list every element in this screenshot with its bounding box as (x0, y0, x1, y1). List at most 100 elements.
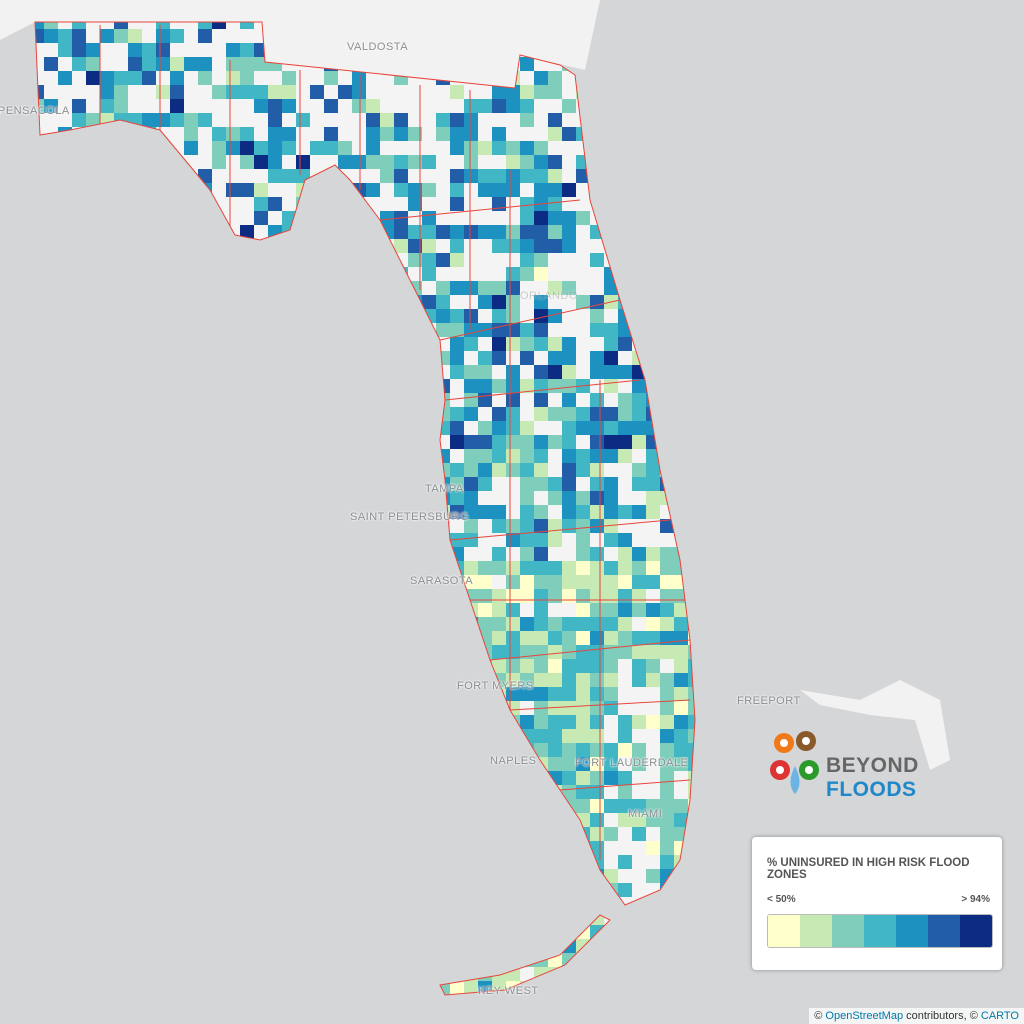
tract-cell[interactable] (310, 827, 325, 842)
tract-cell[interactable] (492, 323, 507, 338)
tract-cell[interactable] (492, 309, 507, 324)
tract-cell[interactable] (520, 99, 535, 114)
tract-cell[interactable] (688, 883, 703, 898)
tract-cell[interactable] (44, 309, 59, 324)
tract-cell[interactable] (156, 15, 171, 30)
tract-cell[interactable] (86, 253, 101, 268)
tract-cell[interactable] (184, 407, 199, 422)
tract-cell[interactable] (338, 183, 353, 198)
tract-cell[interactable] (30, 351, 45, 366)
tract-cell[interactable] (296, 953, 311, 968)
tract-cell[interactable] (520, 85, 535, 100)
tract-cell[interactable] (58, 645, 73, 660)
tract-cell[interactable] (226, 701, 241, 716)
tract-cell[interactable] (534, 197, 549, 212)
tract-cell[interactable] (128, 43, 143, 58)
tract-cell[interactable] (492, 729, 507, 744)
tract-cell[interactable] (660, 589, 675, 604)
tract-cell[interactable] (324, 883, 339, 898)
tract-cell[interactable] (268, 295, 283, 310)
tract-cell[interactable] (352, 225, 367, 240)
tract-cell[interactable] (688, 967, 703, 982)
tract-cell[interactable] (506, 911, 521, 926)
tract-cell[interactable] (268, 757, 283, 772)
tract-cell[interactable] (324, 281, 339, 296)
tract-cell[interactable] (534, 533, 549, 548)
tract-cell[interactable] (408, 855, 423, 870)
tract-cell[interactable] (324, 673, 339, 688)
tract-cell[interactable] (268, 911, 283, 926)
tract-cell[interactable] (478, 253, 493, 268)
tract-cell[interactable] (240, 211, 255, 226)
tract-cell[interactable] (632, 57, 647, 72)
tract-cell[interactable] (226, 71, 241, 86)
tract-cell[interactable] (114, 281, 129, 296)
tract-cell[interactable] (520, 827, 535, 842)
tract-cell[interactable] (394, 463, 409, 478)
tract-cell[interactable] (268, 561, 283, 576)
tract-cell[interactable] (660, 925, 675, 940)
tract-cell[interactable] (534, 715, 549, 730)
tract-cell[interactable] (184, 85, 199, 100)
tract-cell[interactable] (632, 253, 647, 268)
tract-cell[interactable] (114, 15, 129, 30)
tract-cell[interactable] (128, 953, 143, 968)
tract-cell[interactable] (86, 967, 101, 982)
tract-cell[interactable] (394, 197, 409, 212)
tract-cell[interactable] (646, 547, 661, 562)
tract-cell[interactable] (254, 421, 269, 436)
tract-cell[interactable] (324, 869, 339, 884)
tract-cell[interactable] (268, 575, 283, 590)
tract-cell[interactable] (324, 981, 339, 996)
tract-cell[interactable] (366, 715, 381, 730)
tract-cell[interactable] (324, 827, 339, 842)
tract-cell[interactable] (296, 421, 311, 436)
tract-cell[interactable] (436, 141, 451, 156)
tract-cell[interactable] (604, 491, 619, 506)
tract-cell[interactable] (240, 953, 255, 968)
tract-cell[interactable] (380, 351, 395, 366)
tract-cell[interactable] (338, 281, 353, 296)
tract-cell[interactable] (30, 771, 45, 786)
tract-cell[interactable] (268, 813, 283, 828)
tract-cell[interactable] (142, 869, 157, 884)
tract-cell[interactable] (562, 729, 577, 744)
tract-cell[interactable] (464, 211, 479, 226)
tract-cell[interactable] (72, 435, 87, 450)
tract-cell[interactable] (44, 645, 59, 660)
tract-cell[interactable] (310, 477, 325, 492)
tract-cell[interactable] (198, 57, 213, 72)
tract-cell[interactable] (226, 561, 241, 576)
tract-cell[interactable] (604, 323, 619, 338)
tract-cell[interactable] (198, 939, 213, 954)
tract-cell[interactable] (128, 925, 143, 940)
tract-cell[interactable] (198, 491, 213, 506)
tract-cell[interactable] (198, 351, 213, 366)
tract-cell[interactable] (520, 995, 535, 1010)
tract-cell[interactable] (44, 85, 59, 100)
tract-cell[interactable] (506, 99, 521, 114)
tract-cell[interactable] (156, 99, 171, 114)
tract-cell[interactable] (156, 197, 171, 212)
tract-cell[interactable] (268, 393, 283, 408)
tract-cell[interactable] (408, 533, 423, 548)
tract-cell[interactable] (352, 589, 367, 604)
tract-cell[interactable] (282, 323, 297, 338)
tract-cell[interactable] (366, 757, 381, 772)
tract-cell[interactable] (674, 981, 689, 996)
tract-cell[interactable] (30, 141, 45, 156)
tract-cell[interactable] (156, 295, 171, 310)
tract-cell[interactable] (254, 393, 269, 408)
tract-cell[interactable] (562, 155, 577, 170)
tract-cell[interactable] (604, 855, 619, 870)
tract-cell[interactable] (184, 197, 199, 212)
tract-cell[interactable] (380, 883, 395, 898)
tract-cell[interactable] (450, 743, 465, 758)
tract-cell[interactable] (618, 883, 633, 898)
tract-cell[interactable] (184, 71, 199, 86)
tract-cell[interactable] (520, 785, 535, 800)
tract-cell[interactable] (408, 967, 423, 982)
tract-cell[interactable] (310, 267, 325, 282)
tract-cell[interactable] (310, 127, 325, 142)
tract-cell[interactable] (674, 57, 689, 72)
